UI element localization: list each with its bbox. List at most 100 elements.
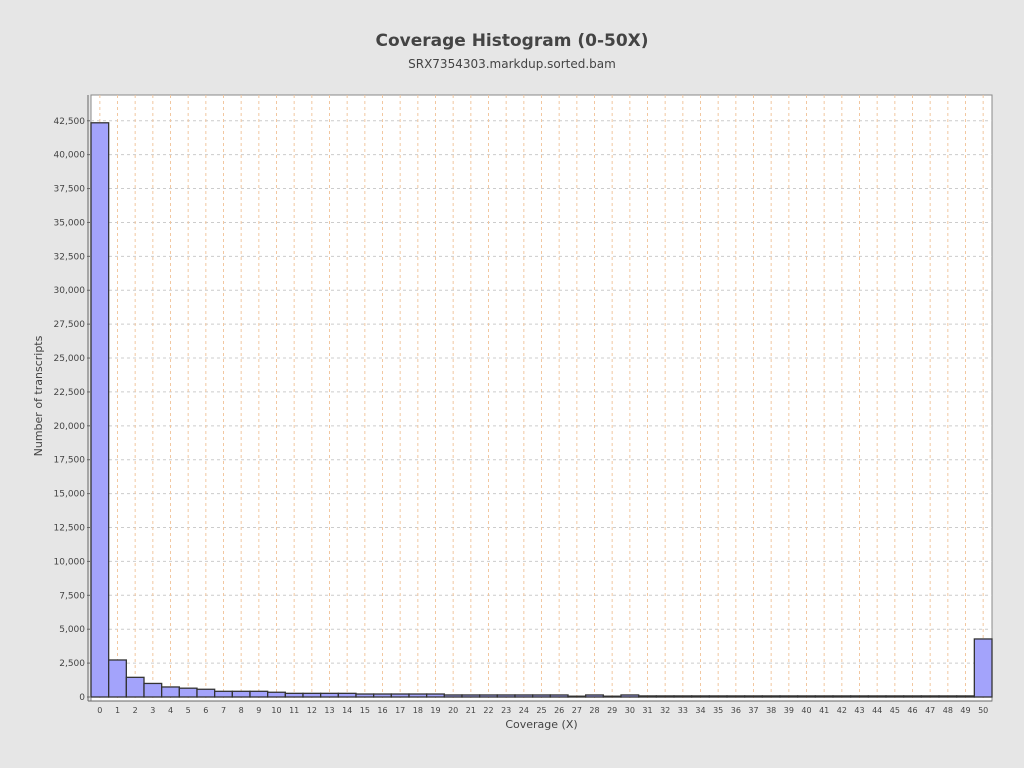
- x-tick-label: 22: [483, 706, 493, 715]
- x-tick-label: 25: [536, 706, 546, 715]
- histogram-bar: [125, 676, 145, 698]
- y-tick-label: 15,000: [54, 490, 86, 500]
- histogram-bar: [973, 638, 993, 698]
- histogram-bar: [797, 695, 816, 698]
- x-tick-label: 9: [256, 706, 261, 715]
- histogram-bar: [638, 695, 657, 698]
- x-tick-label: 15: [360, 706, 370, 715]
- x-tick-label: 45: [890, 706, 900, 715]
- histogram-bar: [708, 695, 728, 698]
- x-tick-label: 27: [572, 706, 582, 715]
- x-tick-label: 46: [907, 706, 917, 715]
- x-tick-label: 24: [519, 706, 529, 715]
- y-tick-label: 35,000: [54, 218, 86, 228]
- x-tick-label: 0: [97, 706, 102, 715]
- y-tick-label: 20,000: [54, 422, 86, 432]
- x-tick-label: 44: [872, 706, 882, 715]
- x-tick-label: 11: [289, 706, 299, 715]
- histogram-bar: [850, 695, 869, 698]
- histogram-bar: [602, 695, 622, 698]
- x-tick-label: 3: [150, 706, 155, 715]
- x-tick-label: 40: [801, 706, 811, 715]
- x-tick-label: 16: [377, 706, 387, 715]
- x-axis-label: Coverage (X): [505, 718, 577, 731]
- y-tick-label: 2,500: [59, 659, 85, 669]
- x-tick-label: 12: [307, 706, 317, 715]
- y-tick-label: 27,500: [54, 320, 86, 330]
- histogram-bar: [496, 694, 516, 698]
- x-tick-label: 18: [413, 706, 423, 715]
- x-tick-label: 6: [203, 706, 208, 715]
- x-tick-label: 17: [395, 706, 405, 715]
- y-tick-label: 22,500: [54, 388, 86, 398]
- x-tick-label: 4: [168, 706, 173, 715]
- histogram-bar: [90, 122, 110, 698]
- histogram-bar: [726, 695, 746, 698]
- chart-title: Coverage Histogram (0-50X): [375, 31, 649, 51]
- histogram-bar: [161, 686, 180, 698]
- y-tick-label: 5,000: [59, 625, 85, 635]
- y-tick-label: 7,500: [59, 591, 85, 601]
- histogram-bar: [744, 695, 763, 698]
- x-tick-label: 49: [960, 706, 970, 715]
- x-tick-label: 30: [625, 706, 635, 715]
- histogram-bar: [903, 695, 922, 698]
- x-tick-label: 28: [589, 706, 599, 715]
- y-tick-label: 40,000: [54, 151, 86, 161]
- x-tick-label: 21: [466, 706, 476, 715]
- y-tick-label: 0: [79, 693, 85, 703]
- x-tick-label: 36: [731, 706, 741, 715]
- histogram-bar: [532, 694, 551, 698]
- x-tick-label: 43: [854, 706, 864, 715]
- x-tick-label: 8: [239, 706, 244, 715]
- histogram-bar: [567, 695, 587, 698]
- x-tick-label: 13: [324, 706, 334, 715]
- histogram-bar: [178, 687, 198, 698]
- histogram-bar: [355, 693, 375, 698]
- y-tick-label: 32,500: [54, 252, 86, 262]
- histogram-bar: [673, 695, 693, 698]
- histogram-bar: [832, 695, 852, 698]
- x-tick-label: 26: [554, 706, 564, 715]
- histogram-bar: [549, 694, 569, 698]
- histogram-bar: [426, 693, 445, 698]
- histogram-bar: [479, 694, 498, 698]
- histogram-bar: [867, 695, 887, 698]
- histogram-bar: [337, 692, 357, 698]
- histogram-bar: [443, 694, 463, 698]
- y-tick-label: 10,000: [54, 557, 86, 567]
- histogram-bar: [408, 693, 428, 698]
- histogram-bar: [267, 691, 286, 698]
- histogram-bar: [585, 694, 604, 698]
- x-tick-label: 37: [748, 706, 758, 715]
- histogram-bar: [655, 695, 675, 698]
- y-tick-label: 42,500: [54, 117, 86, 127]
- y-tick-label: 12,500: [54, 524, 86, 534]
- x-tick-label: 10: [271, 706, 281, 715]
- x-tick-label: 31: [642, 706, 652, 715]
- histogram-bar: [779, 695, 799, 698]
- histogram-bar: [461, 694, 481, 698]
- histogram-bar: [390, 693, 410, 698]
- histogram-bar: [814, 695, 834, 698]
- histogram-bar: [956, 695, 975, 698]
- histogram-bar: [920, 695, 940, 698]
- histogram-bar: [143, 682, 163, 698]
- x-tick-label: 33: [678, 706, 688, 715]
- x-tick-label: 38: [766, 706, 776, 715]
- x-tick-label: 7: [221, 706, 226, 715]
- x-tick-label: 34: [695, 706, 705, 715]
- x-tick-label: 39: [784, 706, 794, 715]
- x-tick-label: 5: [186, 706, 191, 715]
- histogram-bar: [373, 693, 392, 698]
- x-tick-label: 47: [925, 706, 935, 715]
- histogram-bar: [938, 695, 958, 698]
- histogram-bar: [761, 695, 781, 698]
- chart-subtitle: SRX7354303.markdup.sorted.bam: [408, 57, 616, 71]
- x-tick-label: 35: [713, 706, 723, 715]
- histogram-bar: [320, 692, 339, 698]
- x-tick-label: 14: [342, 706, 352, 715]
- histogram-bar: [514, 694, 534, 698]
- histogram-bar: [196, 688, 216, 698]
